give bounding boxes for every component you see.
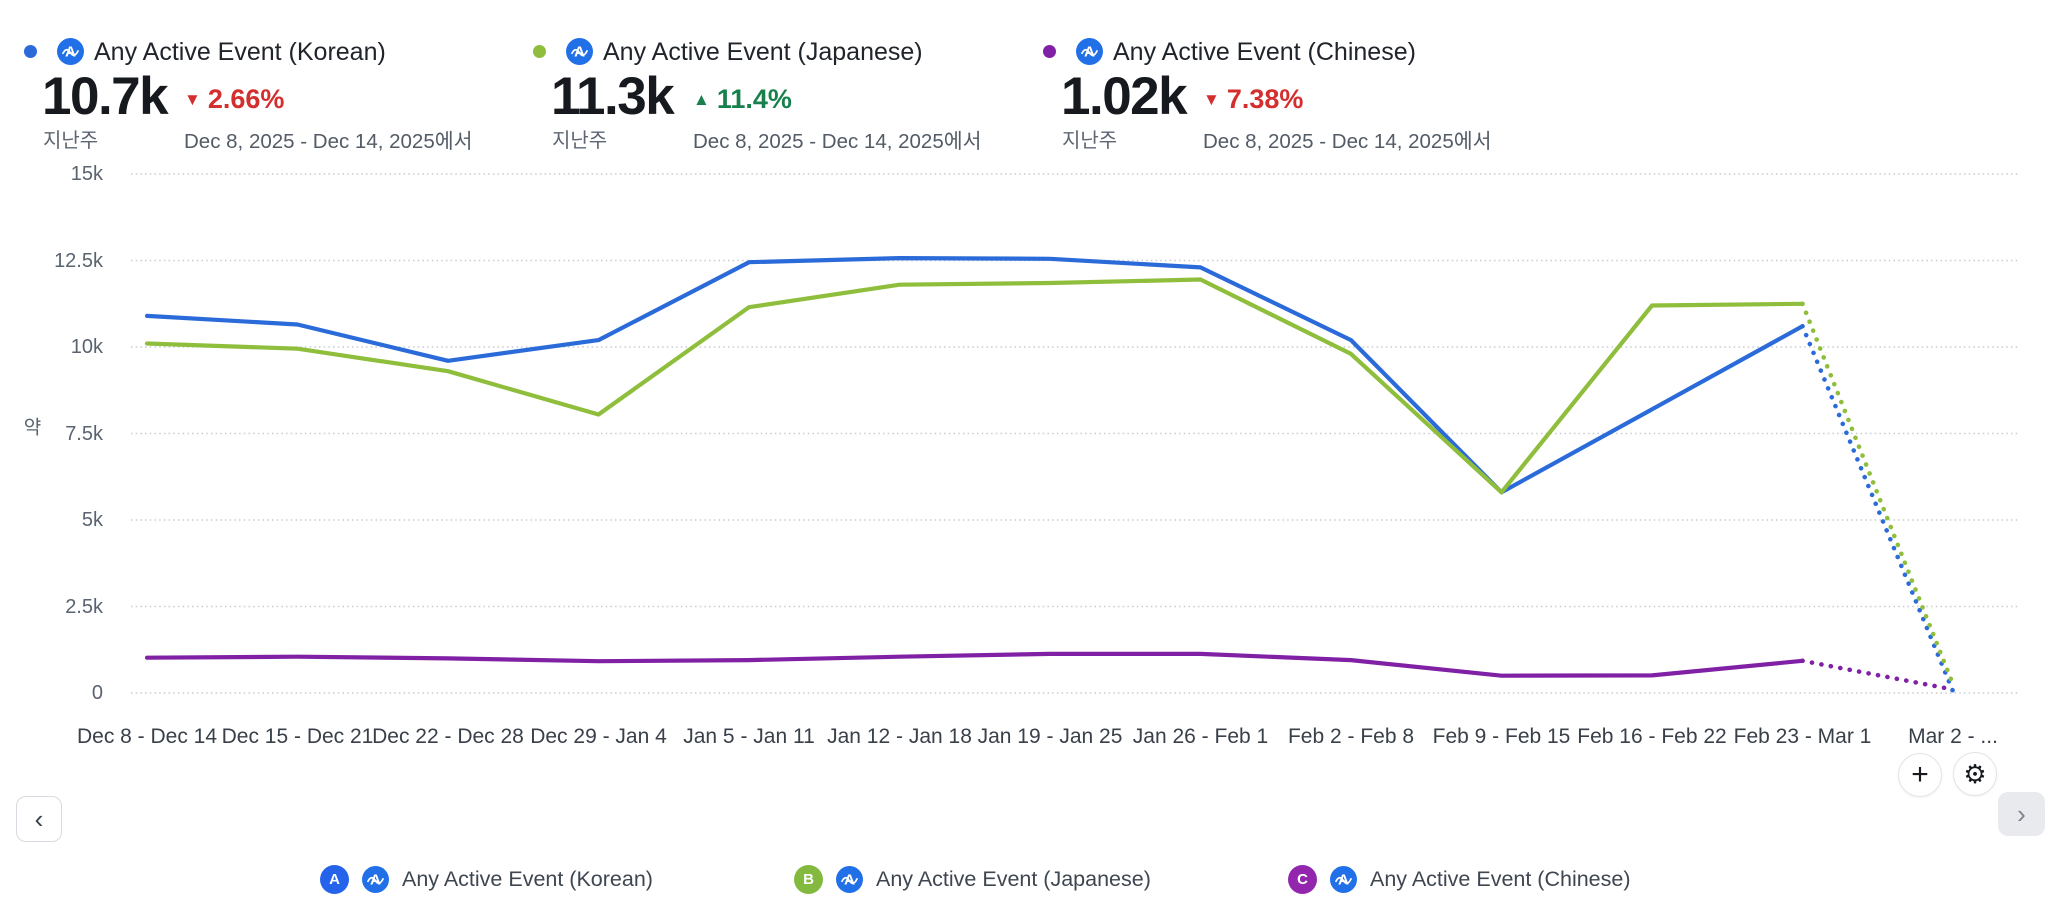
metric-comparison-range: Dec 8, 2025 - Dec 14, 2025에서 bbox=[693, 130, 982, 153]
x-tick-label: Jan 26 - Feb 1 bbox=[1132, 725, 1269, 748]
metric-title: Any Active Event (Chinese) bbox=[1113, 38, 1416, 66]
legend-label: Any Active Event (Japanese) bbox=[876, 866, 1151, 891]
any-active-event-icon: A bbox=[57, 38, 84, 65]
delta-percent: 7.38% bbox=[1226, 84, 1304, 114]
x-tick-label: Dec 15 - Dec 21 bbox=[221, 725, 374, 748]
y-tick-label: 2.5k bbox=[65, 595, 103, 618]
x-tick-label: Dec 8 - Dec 14 bbox=[76, 725, 218, 748]
metric-block-japanese: A Any Active Event (Japanese) 11.3k 지난주 … bbox=[523, 14, 1023, 153]
y-tick-label: 7.5k bbox=[65, 422, 103, 445]
plus-icon: + bbox=[1911, 758, 1929, 791]
chevron-left-icon: ‹ bbox=[34, 803, 44, 834]
y-tick-label: 12.5k bbox=[54, 249, 103, 272]
y-axis-title: 약 bbox=[20, 417, 41, 438]
legend-item-japanese[interactable]: B A Any Active Event (Japanese) bbox=[794, 862, 1151, 896]
y-tick-label: 5k bbox=[81, 509, 103, 531]
series-color-dot bbox=[1043, 45, 1056, 58]
series-badge-b: B bbox=[794, 864, 823, 894]
series-color-dot bbox=[24, 45, 37, 58]
chart-settings-button[interactable]: ⚙ bbox=[1953, 752, 1997, 796]
metric-delta: ▼ 7.38% bbox=[1203, 84, 1303, 115]
delta-down-icon: ▼ bbox=[184, 90, 201, 109]
series-badge-a: A bbox=[320, 864, 349, 894]
y-tick-label: 10k bbox=[70, 336, 103, 358]
x-tick-label: Feb 23 - Mar 1 bbox=[1733, 725, 1872, 748]
legend-item-korean[interactable]: A A Any Active Event (Korean) bbox=[320, 862, 653, 896]
y-tick-label: 15k bbox=[70, 163, 103, 185]
x-tick-label: Feb 2 - Feb 8 bbox=[1287, 725, 1415, 748]
metric-value: 1.02k bbox=[1061, 67, 1188, 126]
delta-up-icon: ▲ bbox=[693, 90, 710, 109]
x-tick-label: Feb 9 - Feb 15 bbox=[1432, 725, 1571, 748]
delta-down-icon: ▼ bbox=[1203, 90, 1220, 109]
add-annotation-button[interactable]: + bbox=[1898, 753, 1942, 797]
any-active-event-icon: A bbox=[1076, 38, 1103, 65]
metric-period: 지난주 bbox=[43, 130, 99, 152]
y-tick-label: 0 bbox=[91, 682, 103, 704]
metric-comparison-range: Dec 8, 2025 - Dec 14, 2025에서 bbox=[1203, 130, 1492, 153]
any-active-event-icon: A bbox=[362, 865, 389, 893]
gear-icon: ⚙ bbox=[1963, 758, 1987, 789]
any-active-event-icon: A bbox=[836, 865, 863, 893]
legend-label: Any Active Event (Chinese) bbox=[1370, 866, 1631, 891]
metric-comparison-range: Dec 8, 2025 - Dec 14, 2025에서 bbox=[184, 130, 473, 153]
x-tick-label: Jan 12 - Jan 18 bbox=[827, 725, 972, 748]
chevron-right-icon: › bbox=[2017, 798, 2026, 829]
metric-period: 지난주 bbox=[1062, 130, 1118, 152]
legend-item-chinese[interactable]: C A Any Active Event (Chinese) bbox=[1288, 862, 1631, 896]
metric-title: Any Active Event (Korean) bbox=[94, 38, 386, 66]
series-color-dot bbox=[533, 45, 546, 58]
metric-block-chinese: A Any Active Event (Chinese) 1.02k 지난주 ▼… bbox=[1033, 14, 1533, 153]
delta-percent: 2.66% bbox=[207, 84, 285, 114]
metric-delta: ▼ 2.66% bbox=[184, 84, 284, 115]
metric-value: 10.7k bbox=[42, 67, 169, 126]
x-tick-label: Dec 29 - Jan 4 bbox=[530, 725, 667, 748]
metric-period: 지난주 bbox=[552, 130, 608, 152]
delta-percent: 11.4% bbox=[716, 84, 792, 114]
legend-label: Any Active Event (Korean) bbox=[402, 866, 653, 891]
x-tick-label: Mar 2 - ... bbox=[1908, 725, 1998, 748]
metric-block-korean: A Any Active Event (Korean) 10.7k 지난주 ▼ … bbox=[14, 14, 514, 153]
any-active-event-icon: A bbox=[566, 38, 593, 65]
series-badge-c: C bbox=[1288, 864, 1317, 894]
next-page-button[interactable]: › bbox=[1998, 792, 2045, 836]
metric-delta: ▲ 11.4% bbox=[693, 84, 792, 115]
prev-page-button[interactable]: ‹ bbox=[16, 796, 62, 842]
x-tick-label: Jan 19 - Jan 25 bbox=[977, 725, 1123, 748]
metric-title: Any Active Event (Japanese) bbox=[603, 38, 923, 66]
x-tick-label: Dec 22 - Dec 28 bbox=[372, 725, 524, 748]
x-tick-label: Feb 16 - Feb 22 bbox=[1577, 725, 1727, 748]
metric-value: 11.3k bbox=[551, 67, 675, 126]
x-tick-label: Jan 5 - Jan 11 bbox=[683, 725, 815, 748]
any-active-event-icon: A bbox=[1330, 865, 1357, 893]
